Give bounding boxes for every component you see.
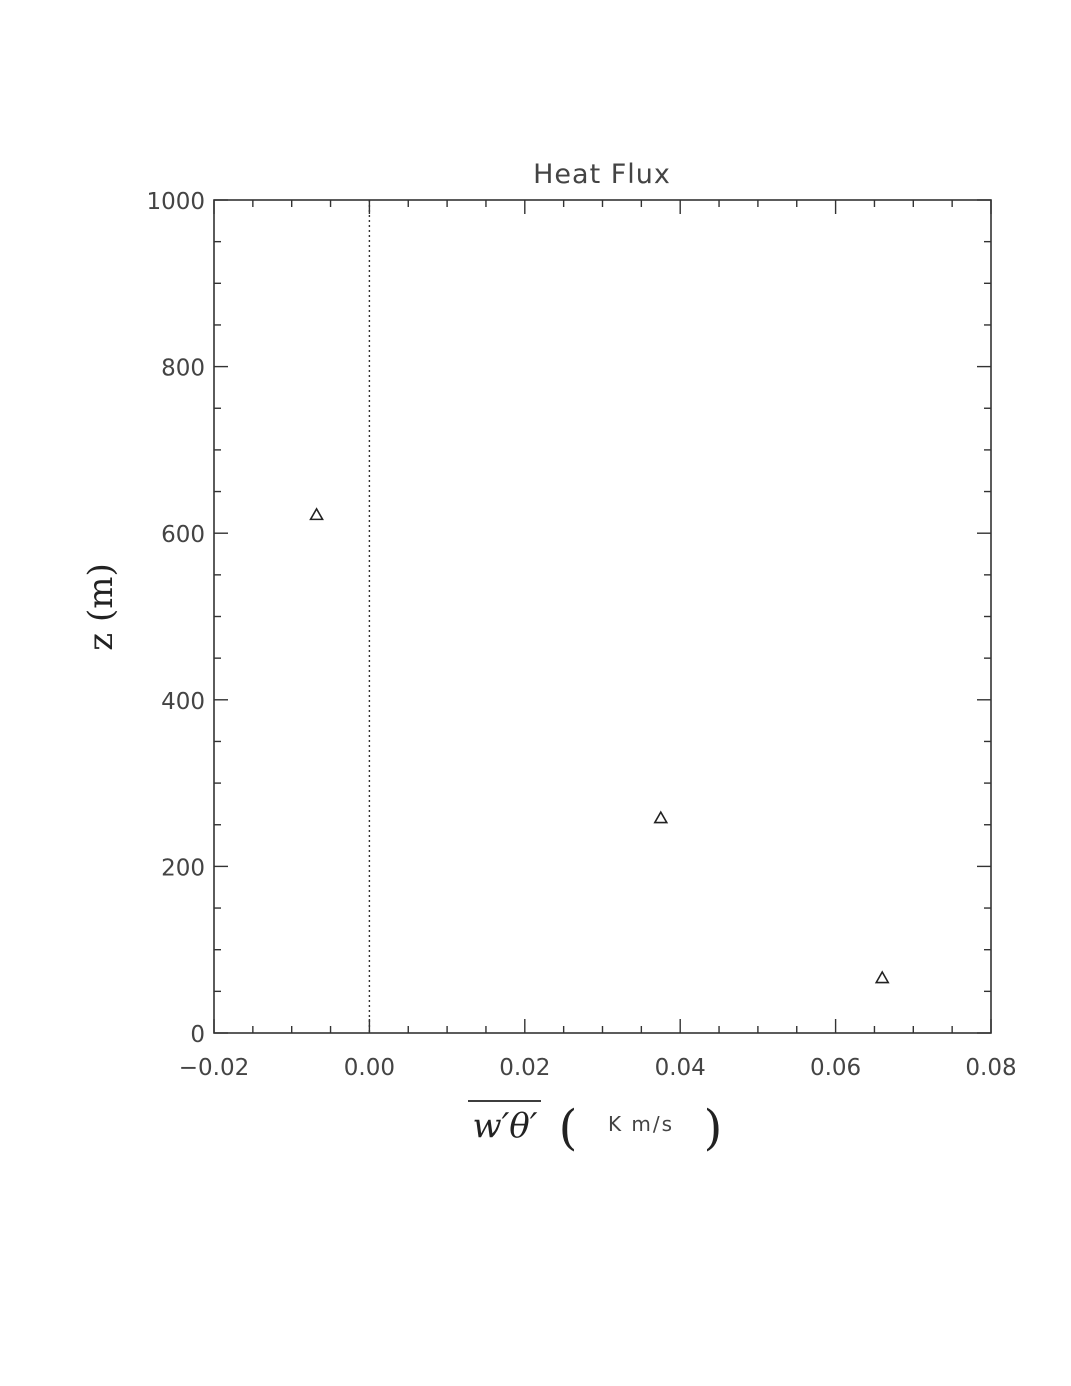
y-tick-label: 400 [161,689,205,715]
y-tick-label: 600 [161,522,205,548]
x-axis-label-math: w′θ′ [472,1106,537,1146]
x-tick-label: 0.06 [810,1055,861,1081]
y-tick-labels: 0 200 400 600 800 1000 [146,189,205,1048]
x-axis-label-unit: K m/s [608,1112,674,1136]
data-markers [309,507,890,984]
plot-frame [213,199,992,1034]
plot-area [213,199,992,1034]
x-axis-label: w′θ′ ( K m/s ) [468,1100,722,1156]
y-axis-label: z (m) [81,563,121,651]
data-point [309,507,324,521]
x-tick-label: 0.02 [499,1055,550,1081]
axis-ticks [213,199,992,1034]
x-tick-label: 0.08 [965,1055,1016,1081]
x-tick-label: −0.02 [179,1055,249,1081]
y-tick-label: 0 [190,1022,205,1048]
x-tick-label: 0.04 [655,1055,706,1081]
data-point [874,970,890,984]
x-tick-labels: −0.02 0.00 0.02 0.04 0.06 0.08 [179,1055,1017,1081]
x-tick-label: 0.00 [344,1055,395,1081]
data-point [653,810,669,824]
x-axis-label-close-paren: ) [704,1100,723,1156]
y-tick-label: 800 [161,356,205,382]
y-tick-label: 200 [161,855,205,881]
x-axis-label-open-paren: ( [559,1100,578,1156]
chart-title: Heat Flux [533,159,671,190]
y-tick-label: 1000 [146,189,205,215]
y-axis-label-text: z (m) [81,563,121,651]
